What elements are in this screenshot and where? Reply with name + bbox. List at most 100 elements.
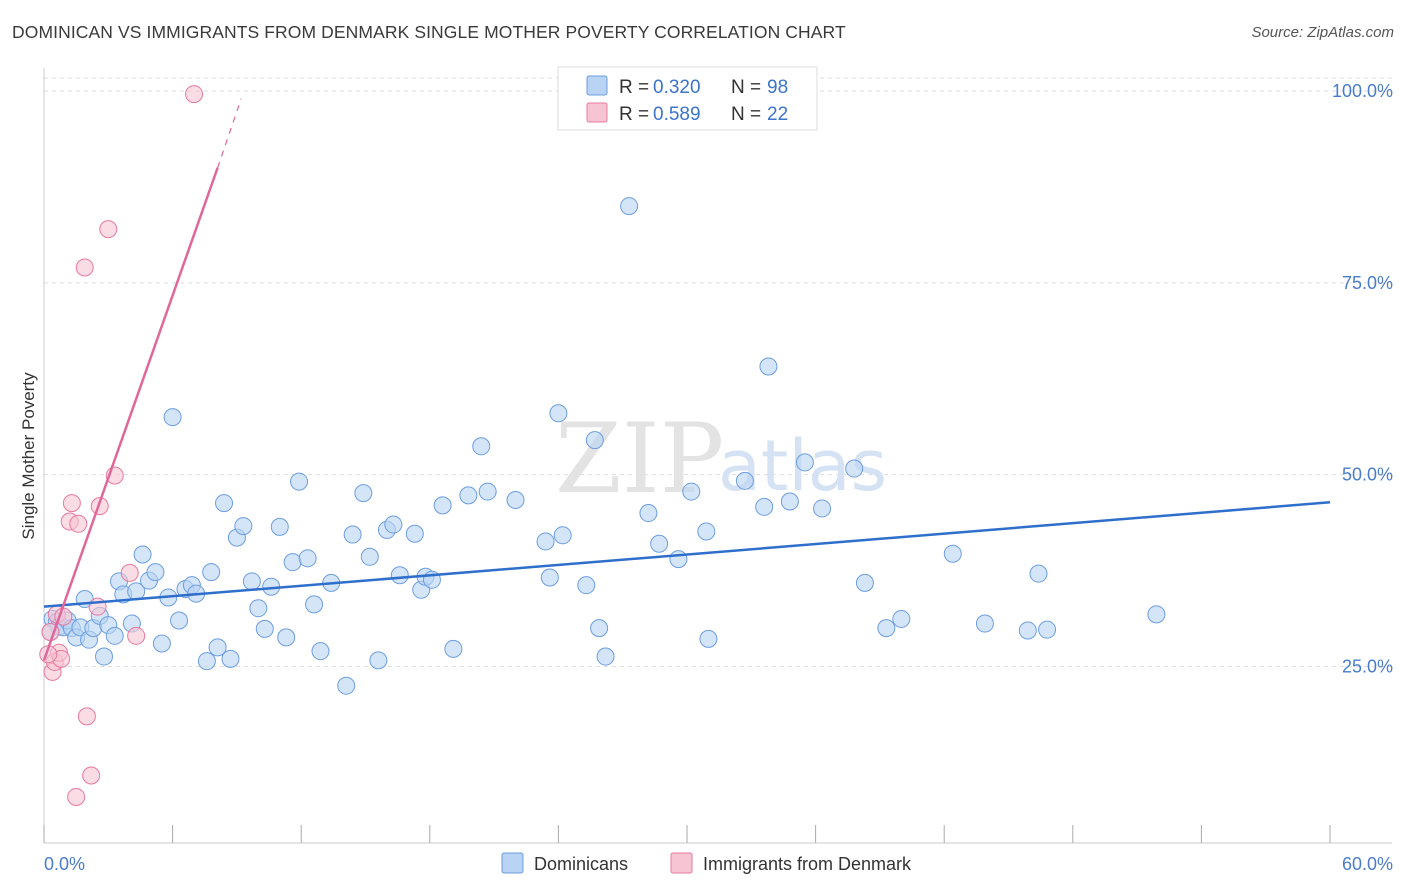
dominicans-point	[283, 553, 302, 572]
denmark-point	[99, 220, 118, 239]
dominicans-point	[242, 572, 261, 591]
legend-r-value: 0.589	[653, 104, 701, 125]
legend-n-label: N =	[731, 104, 761, 125]
dominicans-point	[133, 545, 152, 564]
dominicans-point	[553, 526, 572, 545]
dominicans-point	[433, 496, 452, 515]
dominicans-point	[146, 563, 165, 582]
dominicans-point	[699, 629, 718, 648]
denmark-point	[69, 514, 88, 533]
legend-r-label: R =	[619, 104, 649, 125]
series-legend-label-denmark: Immigrants from Denmark	[703, 854, 912, 874]
dominicans-point	[95, 647, 114, 666]
dominicans-point	[813, 499, 832, 518]
dominicans-point	[384, 515, 403, 534]
dominicans-point	[163, 408, 182, 427]
dominicans-point	[360, 547, 379, 566]
denmark-point	[185, 85, 204, 104]
y-tick-label: 100.0%	[1332, 81, 1393, 101]
y-tick-label: 50.0%	[1342, 465, 1393, 485]
dominicans-point	[215, 494, 234, 513]
denmark-trendline	[42, 167, 219, 661]
x-tick-label-max: 60.0%	[1342, 854, 1393, 874]
legend-r-label: R =	[619, 77, 649, 98]
dominicans-points	[41, 197, 1166, 695]
dominicans-point	[459, 486, 478, 505]
dominicans-point	[596, 647, 615, 666]
legend-swatch-denmark	[586, 102, 608, 123]
y-tick-label: 75.0%	[1342, 273, 1393, 293]
y-tick-label: 25.0%	[1342, 657, 1393, 677]
dominicans-point	[536, 532, 555, 551]
legend-n-label: N =	[731, 77, 761, 98]
dominicans-point	[735, 471, 754, 490]
denmark-point	[62, 494, 81, 513]
dominicans-point	[892, 609, 911, 628]
dominicans-point	[343, 525, 362, 544]
dominicans-point	[234, 517, 253, 536]
watermark-zip: ZIP	[555, 403, 724, 515]
dominicans-point	[472, 437, 491, 456]
dominicans-point	[221, 649, 240, 668]
dominicans-point	[249, 599, 268, 618]
dominicans-point	[620, 197, 639, 216]
source-attribution: Source: ZipAtlas.com	[1251, 24, 1394, 41]
dominicans-point	[669, 550, 688, 569]
dominicans-point	[270, 517, 289, 536]
dominicans-point	[1038, 620, 1057, 639]
y-tick-labels: 25.0% 50.0% 75.0% 100.0%	[1332, 81, 1393, 676]
dominicans-point	[298, 549, 317, 568]
dominicans-point	[650, 534, 669, 553]
dominicans-point	[697, 522, 716, 541]
dominicans-point	[585, 431, 604, 450]
axes	[43, 68, 1392, 844]
denmark-point	[90, 497, 109, 516]
dominicans-point	[943, 544, 962, 563]
y-axis-label: Single Mother Poverty	[19, 372, 38, 540]
dominicans-point	[755, 497, 774, 516]
dominicans-point	[369, 651, 388, 670]
dominicans-point	[152, 634, 171, 653]
dominicans-point	[1147, 605, 1166, 624]
dominicans-point	[590, 619, 609, 638]
dominicans-point	[337, 676, 356, 695]
dominicans-point	[390, 566, 409, 585]
legend-n-value: 22	[767, 104, 788, 125]
denmark-points	[39, 85, 204, 806]
series-legend-swatch-denmark	[670, 852, 693, 874]
x-tick-label-min: 0.0%	[44, 854, 85, 874]
dominicans-point	[311, 642, 330, 661]
denmark-point	[75, 258, 94, 277]
dominicans-point	[1018, 621, 1037, 640]
dominicans-point	[877, 619, 896, 638]
dominicans-point	[639, 504, 658, 523]
series-legend: Dominicans Immigrants from Denmark	[501, 852, 912, 874]
legend-swatch-dominicans	[586, 75, 608, 96]
chart-title: DOMINICAN VS IMMIGRANTS FROM DENMARK SIN…	[12, 22, 846, 42]
dominicans-point	[540, 568, 559, 587]
watermark: ZIP atlas	[555, 403, 887, 515]
dominicans-point	[1029, 564, 1048, 583]
denmark-trendline-extension	[217, 98, 242, 168]
dominicans-point	[208, 638, 227, 657]
dominicans-point	[506, 491, 525, 510]
dominicans-point	[105, 626, 124, 645]
dominicans-point	[202, 563, 221, 582]
dominicans-point	[682, 482, 701, 501]
correlation-legend: R = 0.320 N = 98 R = 0.589 N = 22	[557, 66, 818, 131]
series-legend-swatch-dominicans	[501, 852, 524, 874]
dominicans-point	[290, 472, 309, 491]
dominicans-point	[478, 482, 497, 501]
trendlines	[42, 98, 1331, 661]
dominicans-point	[975, 614, 994, 633]
dominicans-point	[444, 639, 463, 658]
dominicans-point	[305, 595, 324, 614]
legend-r-value: 0.320	[653, 77, 701, 98]
dominicans-point	[780, 492, 799, 511]
dominicans-point	[795, 453, 814, 472]
dominicans-point	[170, 611, 189, 630]
dominicans-point	[255, 619, 274, 638]
legend-n-value: 98	[767, 77, 788, 98]
dominicans-point	[549, 404, 568, 423]
dominicans-point	[577, 576, 596, 595]
